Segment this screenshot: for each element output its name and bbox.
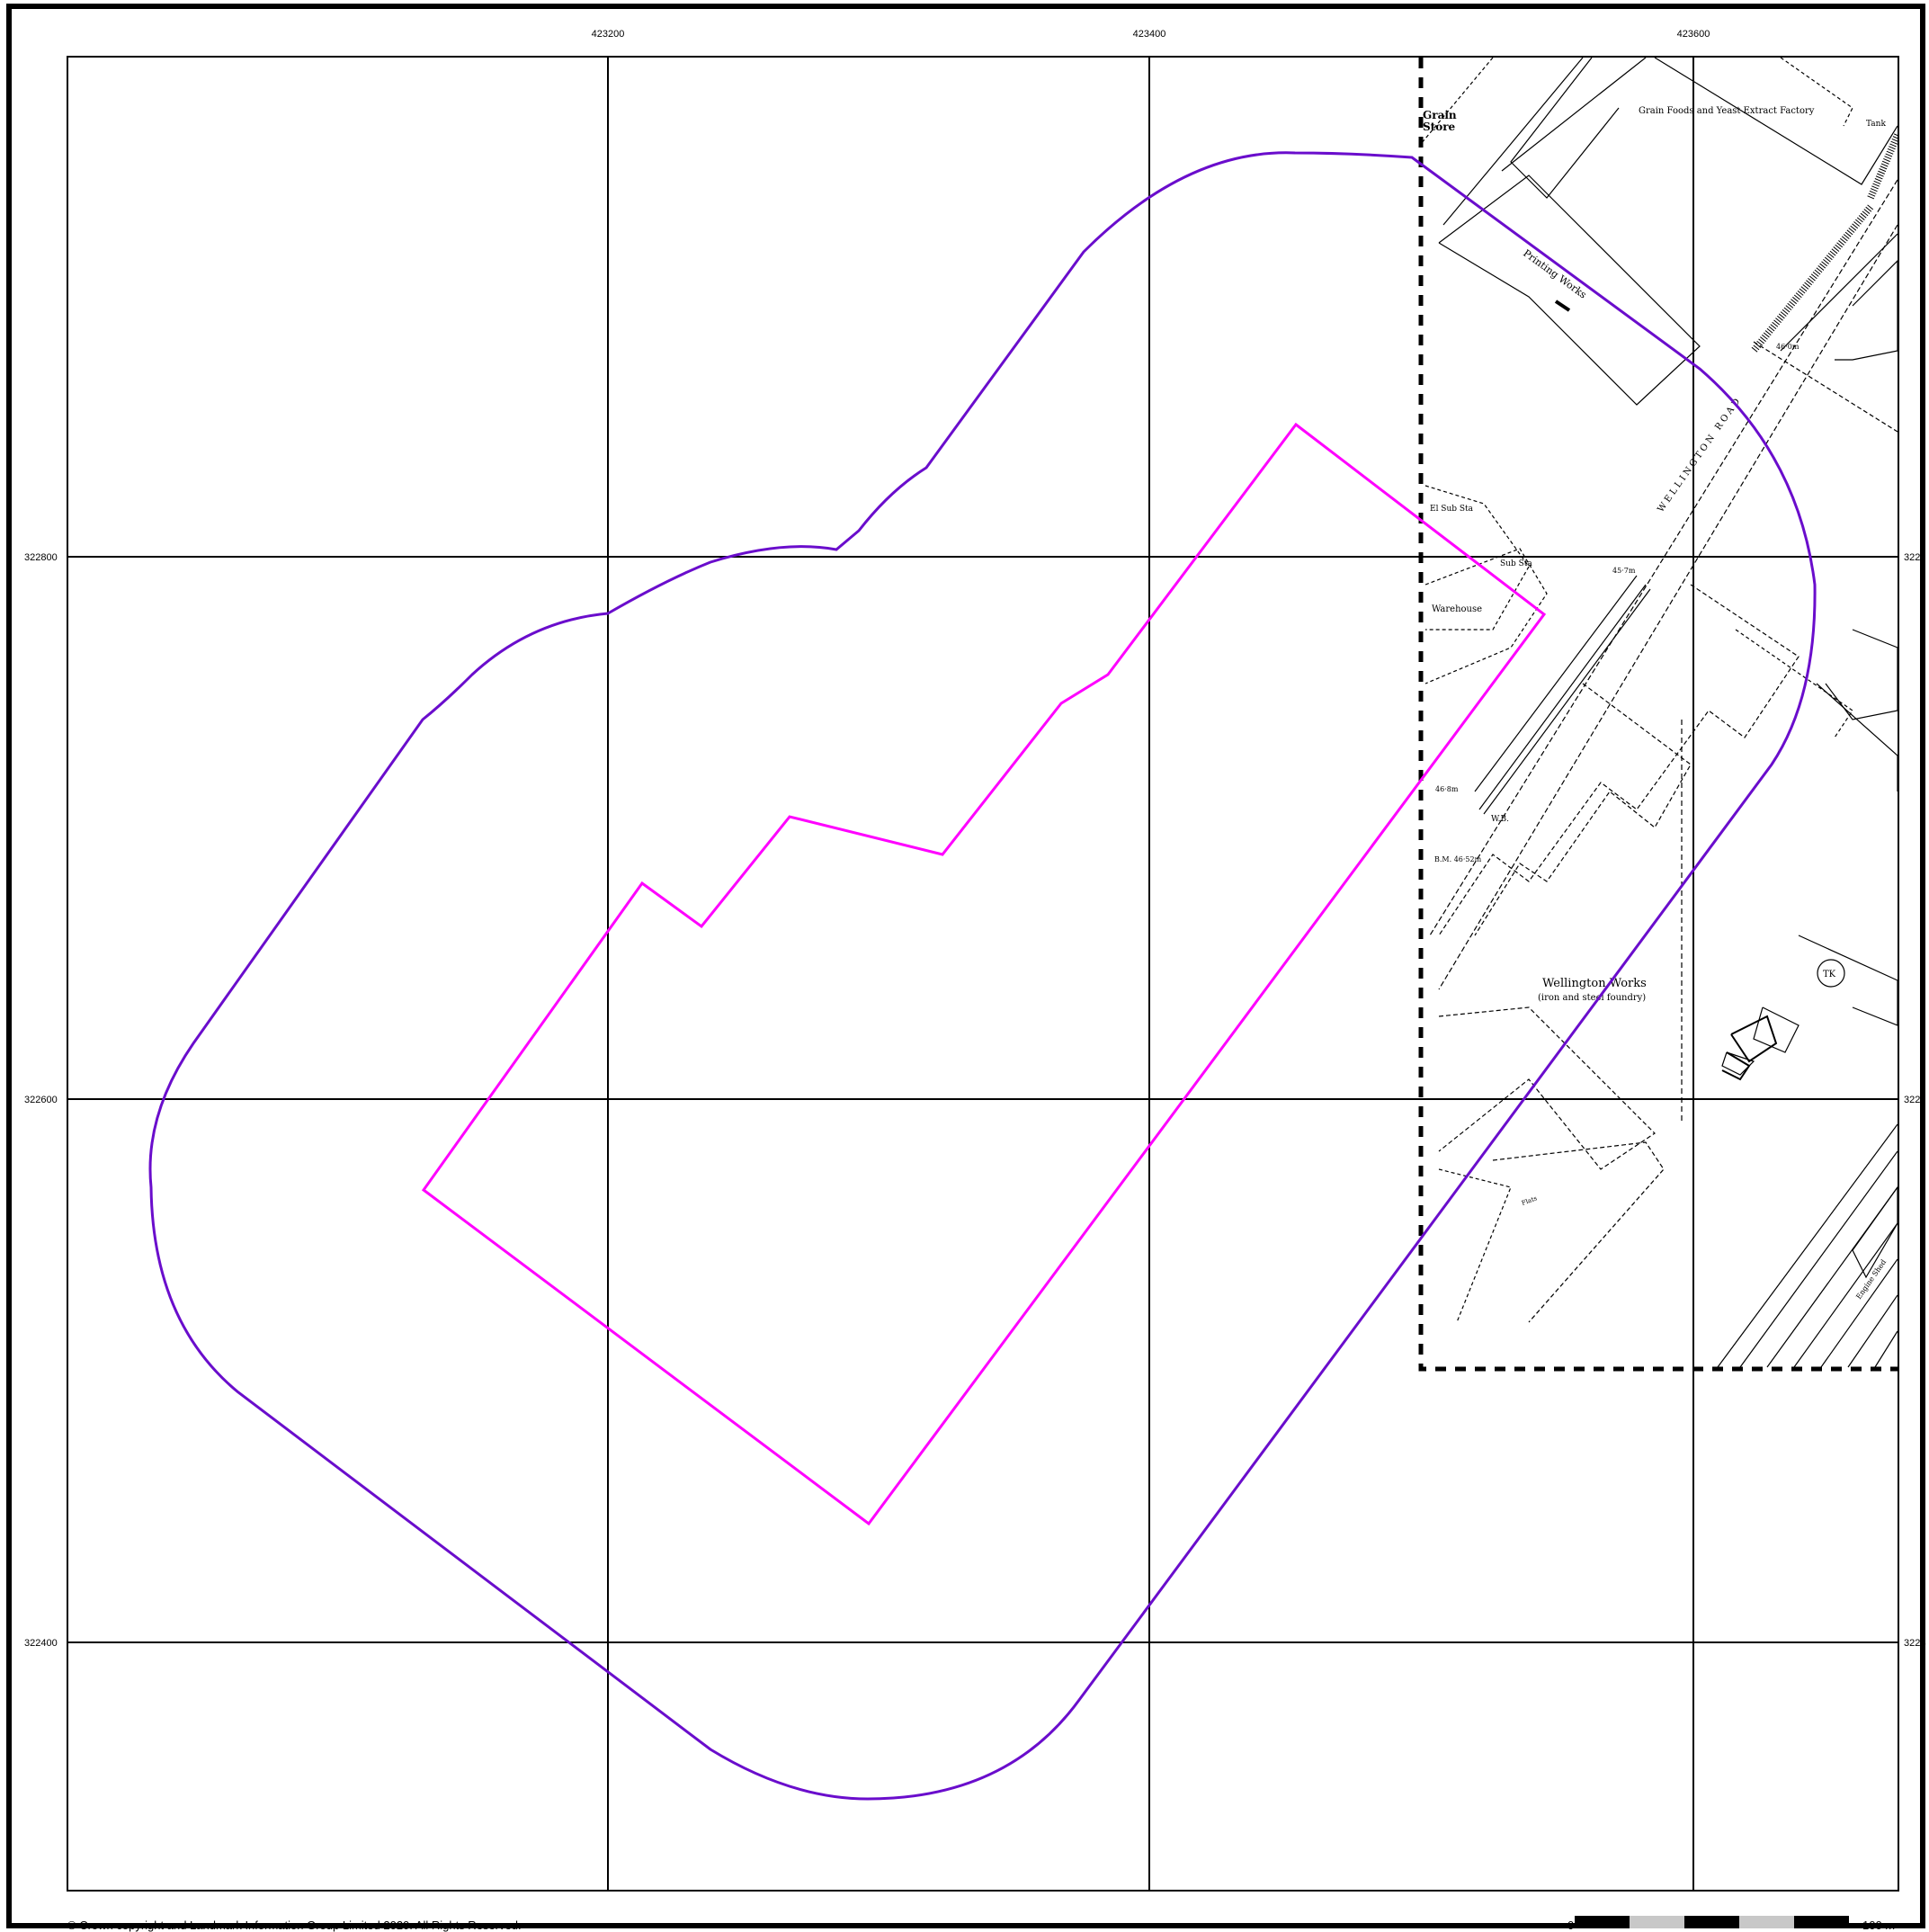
buffer-boundary xyxy=(148,151,1817,1801)
sub-station-outline xyxy=(1424,485,1530,631)
building-outline xyxy=(1492,1141,1665,1323)
building-outline xyxy=(1438,1168,1512,1323)
easting-label: 423200 xyxy=(592,29,625,40)
spot-height-label: 45·7m xyxy=(1612,567,1636,575)
copyright-notice: © Crown copyright and Landmark Informati… xyxy=(67,1919,522,1932)
building-outline xyxy=(1438,1006,1656,1170)
building-outline xyxy=(1753,1006,1800,1053)
northing-label: 322400 xyxy=(24,1638,58,1649)
scale-segment xyxy=(1794,1916,1849,1928)
road-edge xyxy=(1501,58,1647,172)
rail-track xyxy=(1483,588,1651,815)
grid-labels: 423200 423400 423600 322800 322600 32240… xyxy=(24,29,1925,1649)
wellington-works-outline xyxy=(1474,683,1692,936)
scale-bar-start-label: 0 xyxy=(1567,1919,1575,1932)
scale-bar-end-label: 100 m xyxy=(1862,1919,1896,1932)
building-outline xyxy=(1721,1051,1751,1081)
building-detail xyxy=(1554,300,1571,312)
wellington-works-label: Wellington Works xyxy=(1542,977,1647,990)
scale-segment xyxy=(1684,1916,1739,1928)
building-outline xyxy=(1780,58,1853,127)
building-outline xyxy=(1730,1015,1778,1063)
map-extent-boundary xyxy=(1418,58,1898,1372)
scale-segment xyxy=(1630,1916,1684,1928)
grain-foods-label: Grain Foods and Yeast Extract Factory xyxy=(1639,106,1815,116)
building-outline xyxy=(1798,935,1898,1026)
wellington-works-sublabel: (iron and steel foundry) xyxy=(1538,993,1646,1003)
building-outline xyxy=(1816,683,1898,792)
northing-label-right: 3228 xyxy=(1904,552,1925,563)
site-boundary xyxy=(421,422,1547,1526)
scale-segment xyxy=(1575,1916,1630,1928)
railway-line xyxy=(1820,1258,1898,1368)
tk-label: TK xyxy=(1823,970,1836,979)
grid xyxy=(67,57,1898,1891)
wellington-road-edge xyxy=(1438,224,1898,990)
engine-shed-outline xyxy=(1852,1185,1898,1279)
grain-foods-outline xyxy=(1654,58,1898,185)
easting-label: 423600 xyxy=(1677,29,1710,40)
railway-line xyxy=(1793,1222,1898,1368)
wellington-works-outline xyxy=(1438,584,1800,936)
railway-line xyxy=(1874,1330,1898,1368)
el-sub-sta-label: El Sub Sta xyxy=(1430,505,1474,514)
building-outline xyxy=(1780,233,1898,352)
grain-store-label-1: Grain xyxy=(1423,109,1457,121)
wellington-road-edge xyxy=(1429,179,1898,936)
warehouse-label: Warehouse xyxy=(1432,604,1482,614)
rail-track xyxy=(1474,575,1638,792)
northing-label: 322800 xyxy=(24,552,58,563)
spot-height-label: 46·0m xyxy=(1776,343,1800,351)
building-outline xyxy=(1721,1051,1755,1076)
map-frame xyxy=(67,56,1899,1892)
northing-label-right: 3226 xyxy=(1904,1095,1925,1105)
scale-bar xyxy=(1575,1916,1849,1928)
rail-track xyxy=(1478,584,1647,810)
northing-label: 322600 xyxy=(24,1095,58,1105)
embankment xyxy=(1750,204,1874,353)
printing-works-outline xyxy=(1438,174,1701,406)
railway-line xyxy=(1717,1123,1898,1368)
tank-label: Tank xyxy=(1866,120,1886,129)
tank-symbol xyxy=(1817,959,1845,988)
railway-line xyxy=(1847,1294,1898,1368)
scale-segment xyxy=(1739,1916,1794,1928)
wb-label: W.B. xyxy=(1491,815,1509,824)
building-outline xyxy=(1735,629,1853,738)
northing-label-right: 3224 xyxy=(1904,1638,1925,1649)
grain-store-label-2: Store xyxy=(1423,121,1456,133)
easting-label: 423400 xyxy=(1133,29,1166,40)
building-outline xyxy=(1510,58,1620,199)
warehouse-outline xyxy=(1424,548,1548,684)
building-outline xyxy=(1835,260,1898,361)
railway-line xyxy=(1739,1150,1898,1368)
spot-height-label: 46·8m xyxy=(1435,785,1459,793)
outer-frame xyxy=(6,4,1925,1928)
embankment xyxy=(1867,133,1898,200)
sub-sta-label: Sub Sta xyxy=(1500,559,1532,568)
bench-mark-label: B.M. 46·52m xyxy=(1434,855,1482,863)
